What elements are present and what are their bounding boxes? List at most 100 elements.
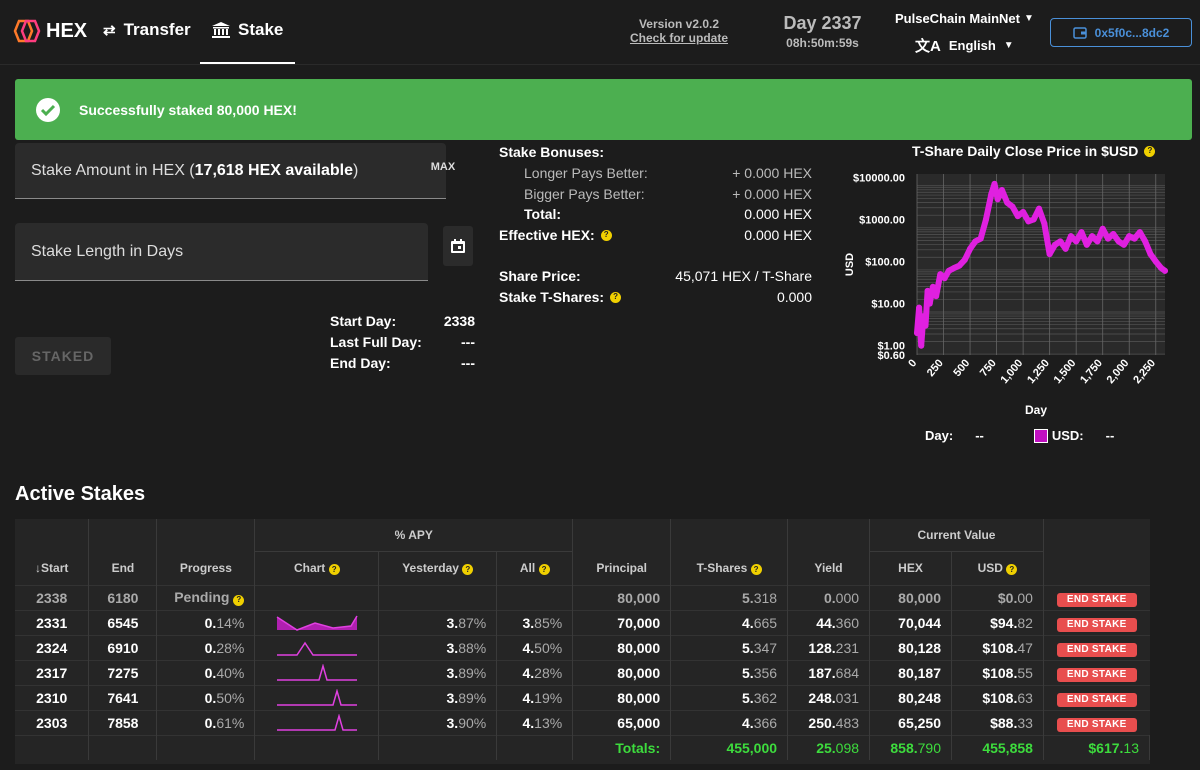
cell-yield: 187.684 bbox=[787, 659, 871, 685]
bigger-pays-value: + 0.000 HEX bbox=[732, 185, 812, 202]
totals-spacer bbox=[88, 734, 158, 760]
help-icon[interactable]: ? bbox=[328, 564, 340, 576]
sort-arrow-down-icon: ↓ bbox=[35, 560, 42, 575]
chart-point bbox=[1162, 267, 1168, 274]
header-chart: Chart ? bbox=[254, 551, 380, 585]
cell-all-apy: 4.50% bbox=[496, 634, 574, 660]
header-yesterday[interactable]: Yesterday ? bbox=[378, 551, 498, 585]
cell-yesterday-apy: 3.89% bbox=[378, 684, 498, 710]
language-selector[interactable]: 文A English ▼ bbox=[915, 35, 1014, 56]
wallet-icon bbox=[1072, 26, 1087, 39]
legend-usd-value: -- bbox=[1105, 428, 1115, 443]
help-icon[interactable]: ? bbox=[462, 564, 474, 576]
effective-hex-value: 0.000 HEX bbox=[744, 227, 812, 244]
help-icon[interactable]: ? bbox=[610, 291, 622, 303]
header-start[interactable]: ↓Start bbox=[15, 551, 90, 585]
end-stake-button[interactable]: END STAKE bbox=[1056, 717, 1137, 732]
end-stake-button[interactable]: END STAKE bbox=[1056, 592, 1137, 607]
network-selector[interactable]: PulseChain MainNet ▼ bbox=[895, 11, 1034, 26]
help-icon[interactable]: ? bbox=[538, 564, 550, 576]
nav-stake[interactable]: Stake bbox=[212, 20, 283, 40]
header-all[interactable]: All ? bbox=[496, 551, 574, 585]
chart-point bbox=[1062, 245, 1069, 252]
y-tick-label: $1000.00 bbox=[859, 214, 905, 226]
start-day-label: Start Day: bbox=[330, 313, 397, 329]
chart-point bbox=[1041, 220, 1048, 227]
help-icon[interactable]: ? bbox=[1144, 145, 1156, 157]
x-axis-label: Day bbox=[1025, 403, 1047, 417]
wallet-button[interactable]: 0x5f0c...8dc2 bbox=[1050, 18, 1192, 47]
end-stake-button[interactable]: END STAKE bbox=[1056, 617, 1137, 632]
cell-yield: 250.483 bbox=[787, 709, 871, 735]
hex-logo[interactable]: HEX bbox=[12, 18, 87, 44]
max-button[interactable]: MAX bbox=[430, 161, 456, 173]
staked-button[interactable]: STAKED bbox=[15, 337, 111, 375]
totals-spacer bbox=[378, 734, 498, 760]
chart-point bbox=[1020, 209, 1027, 216]
calendar-button[interactable] bbox=[443, 226, 473, 266]
chart-point bbox=[1099, 225, 1106, 232]
cell-yield: 248.031 bbox=[787, 684, 871, 710]
stake-length-placeholder: Stake Length in Days bbox=[31, 242, 184, 260]
stake-days-info: Start Day: 2338 Last Full Day: --- End Day… bbox=[330, 313, 475, 376]
cell-yesterday-apy: 3.89% bbox=[378, 659, 498, 685]
help-icon[interactable]: ? bbox=[750, 564, 762, 575]
chart-point bbox=[977, 235, 984, 242]
nav-stake-label: Stake bbox=[238, 20, 284, 39]
update-link[interactable]: Check for update bbox=[629, 31, 728, 45]
chart-point bbox=[1073, 238, 1080, 245]
stake-amount-suffix: ) bbox=[352, 161, 359, 179]
cell-usd: $108.47 bbox=[951, 634, 1044, 660]
longer-pays-label: Longer Pays Better: bbox=[524, 165, 648, 182]
header-yield[interactable]: Yield bbox=[787, 551, 871, 585]
header-tshares-label: T-Shares bbox=[696, 560, 748, 575]
y-tick-label: $1.00 bbox=[877, 341, 905, 353]
y-tick-label: $0.60 bbox=[877, 350, 905, 362]
stake-row: 2324 6910 0.28% 3.88% 4.50% 80,000 5.347 128.23… bbox=[15, 634, 1150, 660]
chart-point bbox=[1120, 241, 1127, 248]
stake-length-input[interactable]: Stake Length in Days bbox=[15, 223, 428, 281]
cell-action: END STAKE bbox=[1043, 684, 1150, 710]
cell-chart bbox=[254, 634, 380, 660]
apy-sparkline bbox=[276, 615, 358, 631]
chart-point bbox=[920, 313, 927, 320]
chart-point bbox=[1025, 218, 1032, 225]
cell-yield: 128.231 bbox=[787, 634, 871, 660]
totals-spacer bbox=[15, 734, 90, 760]
end-stake-button[interactable]: END STAKE bbox=[1056, 642, 1137, 657]
header-spacer bbox=[670, 519, 789, 551]
header-actions bbox=[1043, 551, 1149, 585]
header-principal[interactable]: Principal bbox=[572, 551, 672, 585]
header-end[interactable]: End bbox=[88, 551, 158, 585]
header-apy-group: % APY bbox=[254, 519, 574, 552]
header-usd[interactable]: USD ? bbox=[951, 551, 1044, 585]
header-all-label: All bbox=[519, 560, 536, 575]
nav-transfer[interactable]: ⇄ Transfer bbox=[103, 20, 191, 40]
help-icon[interactable]: ? bbox=[600, 229, 612, 241]
header-tshares[interactable]: T-Shares ? bbox=[670, 551, 789, 585]
chart-point bbox=[991, 180, 998, 187]
x-tick-label: 250 bbox=[925, 357, 946, 379]
header-hex[interactable]: HEX bbox=[869, 551, 952, 585]
header-progress[interactable]: Progress bbox=[156, 551, 256, 585]
cell-end: 6910 bbox=[88, 634, 158, 660]
day-counter: Day 2337 08h:50m:59s bbox=[770, 13, 875, 50]
tshare-price-chart[interactable]: $10000.00 $1000.00 $100.00 $10.00 $1.00$0.60… bbox=[835, 160, 1175, 422]
end-stake-button[interactable]: END STAKE bbox=[1056, 667, 1137, 682]
help-icon[interactable]: ? bbox=[233, 594, 245, 606]
help-icon[interactable]: ? bbox=[1006, 564, 1018, 576]
cell-start: 2310 bbox=[15, 684, 90, 710]
chart-title-text: T-Share Daily Close Price in $USD bbox=[912, 143, 1139, 159]
stake-amount-input[interactable]: Stake Amount in HEX (17,618 HEX availabl… bbox=[15, 143, 446, 199]
success-banner: Successfully staked 80,000 HEX! bbox=[15, 79, 1192, 140]
chart-point bbox=[972, 238, 979, 245]
chart-point bbox=[1004, 199, 1011, 206]
cell-all-apy bbox=[496, 584, 574, 610]
cell-usd: $88.33 bbox=[951, 709, 1044, 735]
chart-point bbox=[916, 304, 923, 311]
cell-tshares: 5.356 bbox=[670, 659, 789, 685]
last-full-day-value: --- bbox=[461, 334, 475, 350]
cell-progress: 0.40% bbox=[156, 659, 256, 685]
cell-chart bbox=[254, 659, 380, 685]
end-stake-button[interactable]: END STAKE bbox=[1056, 692, 1137, 707]
